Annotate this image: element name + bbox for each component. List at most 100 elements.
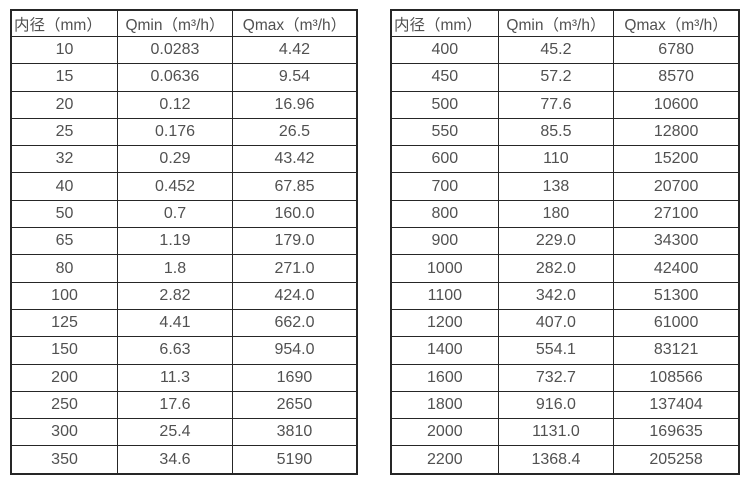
column-header-diameter: 内径（mm）	[10, 9, 119, 37]
column-header-qmin: Qmin（m³/h）	[117, 9, 233, 37]
table-row: 200 11.3 1690	[10, 363, 358, 392]
table-row: 400 45.2 6780	[390, 35, 740, 65]
qmax-cell: 271.0	[231, 254, 358, 283]
qmax-cell: 205258	[613, 445, 740, 475]
qmax-cell: 67.85	[231, 172, 358, 201]
qmin-cell: 77.6	[497, 90, 615, 119]
table-row: 700 138 20700	[390, 172, 740, 201]
qmax-cell: 169635	[613, 418, 740, 447]
diameter-cell: 1000	[390, 254, 499, 283]
qmin-cell: 0.0636	[117, 63, 233, 92]
table-row: 1000 282.0 42400	[390, 254, 740, 283]
diameter-cell: 50	[10, 199, 119, 229]
table-row: 800 180 27100	[390, 199, 740, 229]
table-row: 450 57.2 8570	[390, 63, 740, 92]
qmin-cell: 25.4	[117, 418, 233, 447]
table-row: 600 110 15200	[390, 145, 740, 174]
qmin-cell: 6.63	[117, 336, 233, 365]
qmax-cell: 83121	[613, 336, 740, 365]
diameter-cell: 700	[390, 172, 499, 201]
qmin-cell: 4.41	[117, 308, 233, 338]
table-row: 500 77.6 10600	[390, 90, 740, 119]
table-row: 1400 554.1 83121	[390, 336, 740, 365]
diameter-cell: 200	[10, 363, 119, 392]
diameter-cell: 150	[10, 336, 119, 365]
qmin-cell: 45.2	[497, 35, 615, 65]
qmax-cell: 6780	[613, 35, 740, 65]
qmin-cell: 0.176	[117, 117, 233, 147]
diameter-cell: 900	[390, 227, 499, 256]
table-row: 300 25.4 3810	[10, 418, 358, 447]
diameter-cell: 1400	[390, 336, 499, 365]
qmin-cell: 17.6	[117, 390, 233, 420]
qmin-cell: 85.5	[497, 117, 615, 147]
diameter-cell: 1600	[390, 363, 499, 392]
diameter-cell: 600	[390, 145, 499, 174]
table-row: 550 85.5 12800	[390, 117, 740, 147]
table-row: 1800 916.0 137404	[390, 390, 740, 420]
diameter-cell: 250	[10, 390, 119, 420]
qmax-cell: 160.0	[231, 199, 358, 229]
column-header-diameter: 内径（mm）	[390, 9, 499, 37]
column-header-qmax: Qmax（m³/h）	[231, 9, 358, 37]
qmin-cell: 11.3	[117, 363, 233, 392]
qmin-cell: 1.19	[117, 227, 233, 256]
diameter-cell: 300	[10, 418, 119, 447]
diameter-cell: 40	[10, 172, 119, 201]
qmin-cell: 1.8	[117, 254, 233, 283]
qmax-cell: 179.0	[231, 227, 358, 256]
column-header-qmax: Qmax（m³/h）	[613, 9, 740, 37]
diameter-cell: 32	[10, 145, 119, 174]
qmax-cell: 51300	[613, 281, 740, 310]
qmax-cell: 1690	[231, 363, 358, 392]
qmax-cell: 2650	[231, 390, 358, 420]
table-row: 2200 1368.4 205258	[390, 445, 740, 475]
qmax-cell: 954.0	[231, 336, 358, 365]
qmin-cell: 138	[497, 172, 615, 201]
qmin-cell: 282.0	[497, 254, 615, 283]
qmax-cell: 662.0	[231, 308, 358, 338]
qmin-cell: 916.0	[497, 390, 615, 420]
qmin-cell: 0.0283	[117, 35, 233, 65]
qmin-cell: 1131.0	[497, 418, 615, 447]
diameter-cell: 1100	[390, 281, 499, 310]
qmax-cell: 15200	[613, 145, 740, 174]
qmin-cell: 110	[497, 145, 615, 174]
qmin-cell: 0.29	[117, 145, 233, 174]
table-row: 15 0.0636 9.54	[10, 63, 358, 92]
diameter-cell: 2000	[390, 418, 499, 447]
table-row: 900 229.0 34300	[390, 227, 740, 256]
qmax-cell: 26.5	[231, 117, 358, 147]
qmax-cell: 8570	[613, 63, 740, 92]
table-row: 25 0.176 26.5	[10, 117, 358, 147]
diameter-cell: 15	[10, 63, 119, 92]
diameter-cell: 125	[10, 308, 119, 338]
qmax-cell: 12800	[613, 117, 740, 147]
diameter-cell: 25	[10, 117, 119, 147]
qmax-cell: 20700	[613, 172, 740, 201]
flow-table-small-diameters: 内径（mm） Qmin（m³/h） Qmax（m³/h） 10 0.0283 4.42 15…	[10, 9, 358, 475]
qmax-cell: 3810	[231, 418, 358, 447]
qmin-cell: 229.0	[497, 227, 615, 256]
diameter-cell: 450	[390, 63, 499, 92]
qmin-cell: 0.12	[117, 90, 233, 119]
qmax-cell: 61000	[613, 308, 740, 338]
table-row: 10 0.0283 4.42	[10, 35, 358, 65]
qmin-cell: 0.7	[117, 199, 233, 229]
qmin-cell: 0.452	[117, 172, 233, 201]
qmin-cell: 342.0	[497, 281, 615, 310]
table-row: 350 34.6 5190	[10, 445, 358, 475]
table-row: 1200 407.0 61000	[390, 308, 740, 338]
qmin-cell: 407.0	[497, 308, 615, 338]
header-row: 内径（mm） Qmin（m³/h） Qmax（m³/h）	[390, 9, 740, 37]
diameter-cell: 500	[390, 90, 499, 119]
diameter-cell: 65	[10, 227, 119, 256]
diameter-cell: 2200	[390, 445, 499, 475]
table-row: 80 1.8 271.0	[10, 254, 358, 283]
table-row: 2000 1131.0 169635	[390, 418, 740, 447]
table-row: 150 6.63 954.0	[10, 336, 358, 365]
diameter-cell: 80	[10, 254, 119, 283]
qmax-cell: 5190	[231, 445, 358, 475]
diameter-cell: 1800	[390, 390, 499, 420]
column-header-qmin: Qmin（m³/h）	[497, 9, 615, 37]
